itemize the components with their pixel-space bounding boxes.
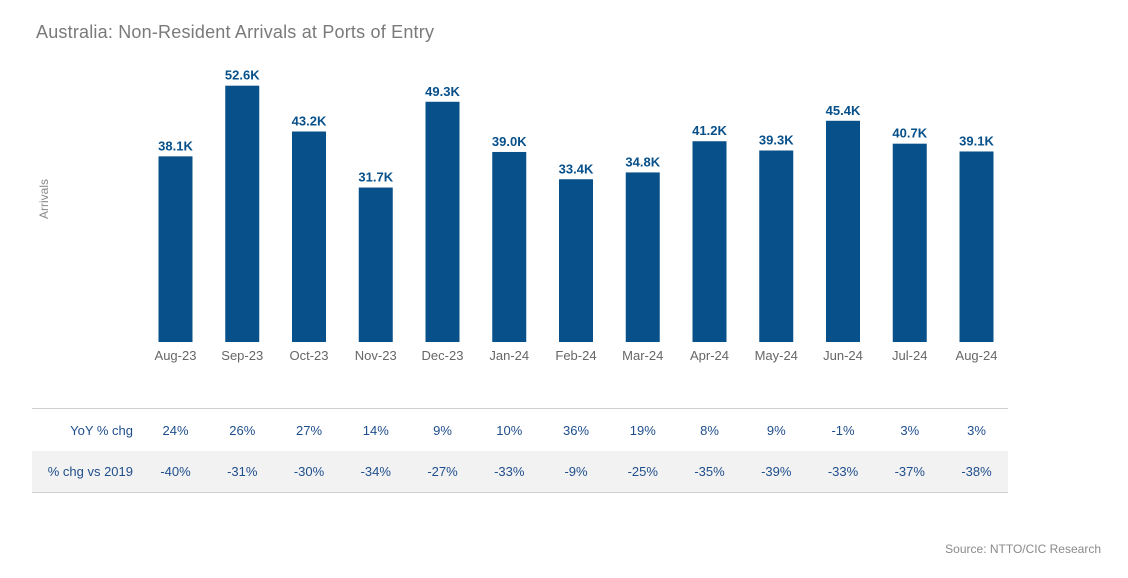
vs2019-cell-Aug-23: -40% [160, 464, 191, 479]
yoy-cell-Nov-23: 14% [362, 422, 389, 438]
x-tick-Dec-23: Dec-23 [422, 348, 464, 363]
yoy-cell-Jan-24: 10% [496, 422, 523, 438]
bar-Dec-23 [425, 101, 460, 343]
bar-Mar-24 [625, 172, 660, 342]
x-tick-Jun-24: Jun-24 [823, 348, 863, 363]
x-tick-Feb-24: Feb-24 [555, 348, 596, 363]
x-tick-Nov-23: Nov-23 [355, 348, 397, 363]
bar-Feb-24 [559, 179, 593, 342]
vs2019-cell-Sep-23: -31% [227, 464, 258, 479]
yoy-cell-Mar-24: 19% [629, 422, 656, 438]
bar-Apr-24 [692, 141, 727, 342]
data-label-Sep-23: 52.6K [225, 68, 260, 83]
vs2019-cell-Dec-23: -27% [427, 464, 458, 479]
vs2019-cell-Jan-24: -33% [494, 464, 525, 479]
yoy-cell-Apr-24: 8% [700, 422, 719, 438]
vs2019-cell-May-24: -39% [761, 464, 792, 479]
yoy-cell-Jul-24: 3% [900, 422, 920, 438]
x-tick-Mar-24: Mar-24 [622, 348, 663, 363]
bar-Nov-23 [358, 187, 393, 342]
data-label-Nov-23: 31.7K [358, 170, 393, 185]
vs2019-row: % chg vs 2019 -40% -31% -30% -34% -27% -33% -9… [32, 451, 1008, 493]
bar-Jun-24 [826, 120, 860, 342]
data-label-Jan-24: 39.0K [492, 134, 527, 149]
vs2019-cell-Feb-24: -9% [564, 464, 588, 479]
data-label-Aug-23: 38.1K [158, 138, 193, 153]
bar-Oct-23 [292, 131, 326, 342]
bar-Jul-24 [892, 143, 927, 342]
vs2019-cell-Nov-23: -34% [360, 464, 391, 479]
bar-May-24 [759, 150, 794, 342]
bar-Sep-23 [225, 85, 260, 342]
yoy-cell-Oct-23: 27% [295, 422, 323, 438]
x-tick-Jan-24: Jan-24 [489, 348, 529, 363]
data-label-Mar-24: 34.8K [625, 154, 660, 169]
vs2019-cell-Aug-24: -38% [961, 464, 992, 479]
yoy-row: YoY % chg 24% 26% 27% 14% 9% 10% 36% 19% 8% 9% -1%… [32, 408, 1008, 451]
x-tick-Aug-24: Aug-24 [956, 348, 998, 363]
change-table: YoY % chg 24% 26% 27% 14% 9% 10% 36% 19% 8% 9% -1%… [32, 408, 1008, 493]
data-label-Jun-24: 45.4K [826, 103, 861, 118]
bar-Aug-23 [158, 156, 193, 342]
vs2019-cell-Mar-24: -25% [627, 464, 658, 479]
chart-title: Australia: Non-Resident Arrivals at Port… [36, 22, 435, 42]
vs2019-cell-Apr-24: -35% [694, 464, 725, 479]
data-label-Jul-24: 40.7K [892, 126, 927, 141]
x-tick-Jul-24: Jul-24 [892, 348, 927, 363]
data-label-Feb-24: 33.4K [559, 161, 594, 176]
data-label-Oct-23: 43.2K [292, 114, 327, 129]
yoy-cell-Feb-24: 36% [562, 422, 590, 438]
data-label-May-24: 39.3K [759, 133, 794, 148]
yoy-cell-Aug-24: 3% [967, 422, 986, 438]
bar-Aug-24 [959, 151, 994, 342]
source-note: Source: NTTO/CIC Research [945, 542, 1101, 556]
yoy-row-label: YoY % chg [70, 422, 133, 438]
vs2019-row-label: % chg vs 2019 [47, 464, 133, 479]
x-tick-May-24: May-24 [755, 348, 798, 363]
x-tick-Aug-23: Aug-23 [155, 348, 197, 363]
data-label-Apr-24: 41.2K [692, 123, 727, 138]
data-label-Dec-23: 49.3K [425, 84, 460, 99]
yoy-cell-Sep-23: 26% [229, 422, 256, 438]
x-tick-Apr-24: Apr-24 [690, 348, 729, 363]
x-tick-Sep-23: Sep-23 [221, 348, 263, 363]
yoy-cell-Dec-23: 9% [433, 422, 452, 438]
data-label-Aug-24: 39.1K [959, 133, 994, 148]
yoy-cell-May-24: 9% [766, 422, 786, 438]
vs2019-cell-Jul-24: -37% [894, 464, 925, 479]
yoy-cell-Jun-24: -1% [831, 422, 855, 438]
vs2019-cell-Jun-24: -33% [827, 464, 859, 479]
bar-Jan-24 [492, 151, 527, 342]
bar-chart: 38.1K Aug-23 52.6K Sep-23 43.2K Oct-23 31.7K No… [155, 68, 998, 363]
vs2019-cell-Oct-23: -30% [293, 464, 325, 479]
x-tick-Oct-23: Oct-23 [289, 348, 328, 363]
yoy-cell-Aug-23: 24% [162, 422, 189, 438]
